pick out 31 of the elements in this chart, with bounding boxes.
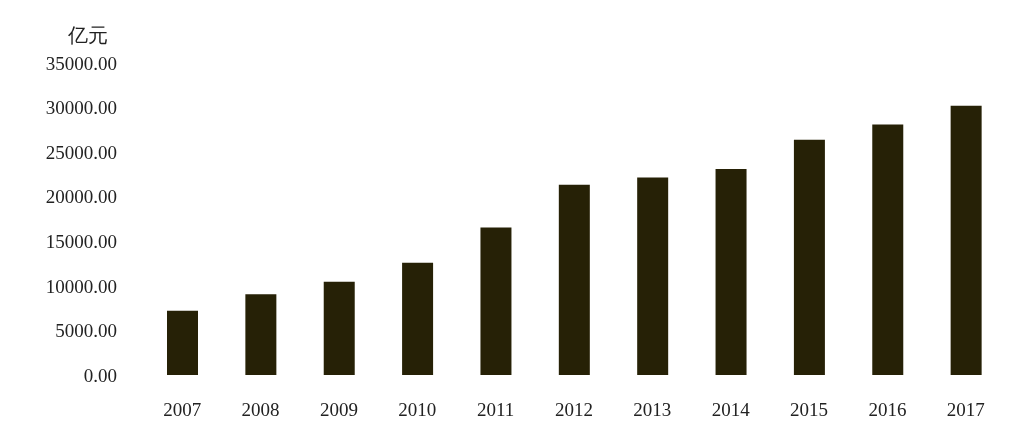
y-tick-label: 0.00 (83, 364, 117, 386)
x-tick-label: 2009 (319, 399, 358, 421)
y-tick-label: 25000.00 (45, 141, 117, 163)
bar (402, 262, 434, 375)
x-tick-label: 2010 (398, 399, 437, 421)
bar (715, 169, 747, 375)
bar (558, 184, 590, 375)
x-tick-label: 2017 (946, 399, 985, 421)
bar (167, 310, 198, 375)
x-tick-label: 2016 (868, 399, 907, 421)
x-tick-label: 2007 (163, 399, 202, 421)
y-tick-label: 15000.00 (45, 231, 117, 253)
y-tick-label: 5000.00 (55, 320, 117, 342)
bar (245, 294, 277, 375)
bar (480, 227, 512, 375)
x-tick-label: 2012 (555, 399, 593, 421)
bar (637, 177, 669, 375)
x-tick-label: 2011 (476, 399, 515, 421)
y-tick-label: 30000.00 (45, 97, 117, 119)
x-tick-label: 2015 (790, 399, 829, 421)
bar (323, 281, 355, 375)
bar (950, 105, 982, 375)
y-tick-label: 20000.00 (45, 186, 117, 208)
x-tick-label: 2014 (711, 399, 751, 421)
y-tick-label: 10000.00 (45, 275, 117, 297)
x-tick-label: 2013 (633, 399, 672, 421)
y-axis-title: 亿元 (68, 23, 108, 48)
y-tick-label: 35000.00 (45, 52, 117, 74)
bar (872, 124, 904, 375)
bar (793, 139, 825, 375)
x-tick-label: 2008 (241, 399, 280, 421)
